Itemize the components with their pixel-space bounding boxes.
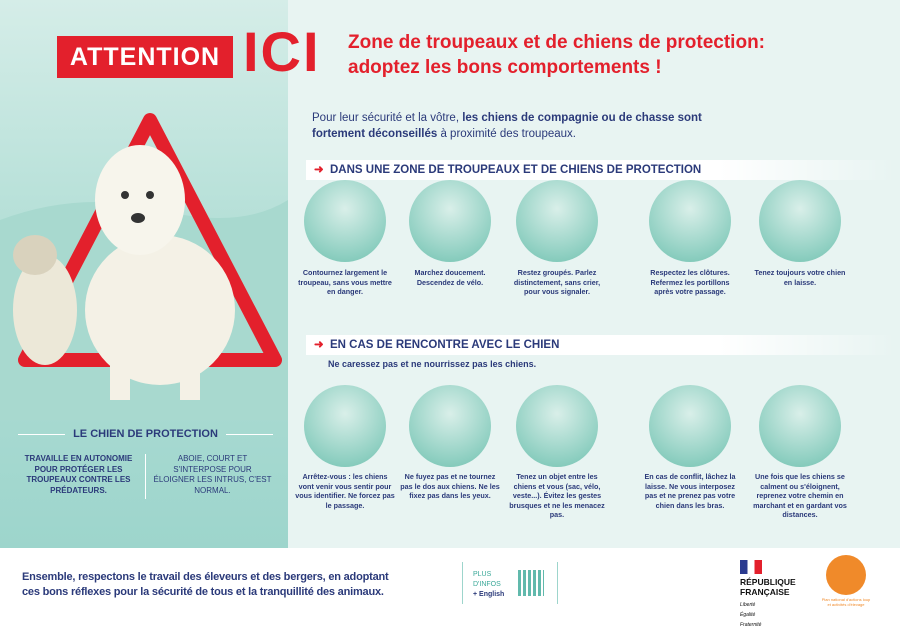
section2-illustration-3 (516, 385, 598, 467)
section2-heading: ➜ EN CAS DE RENCONTRE AVEC LE CHIEN (306, 335, 896, 355)
section1-caption: Restez groupés. Parlez distinctement, sa… (513, 268, 601, 296)
section1-caption: Tenez toujours votre chien en laisse. (754, 268, 846, 287)
intro-text: Pour leur sécurité et la vôtre, les chie… (312, 112, 702, 140)
attention-banner: ATTENTION (57, 36, 233, 78)
subtitle-line2: adoptez les bons comportements ! (348, 57, 662, 78)
section1-illustration-2 (409, 180, 491, 262)
arrow-icon: ➜ (314, 164, 324, 176)
section1-illustration-3 (516, 180, 598, 262)
section2-caption: Tenez un objet entre les chiens et vous … (509, 472, 605, 519)
section2-caption: Arrêtez-vous : les chiens vont venir vou… (295, 472, 395, 510)
section1-heading: ➜ DANS UNE ZONE DE TROUPEAUX ET DE CHIENS… (306, 160, 896, 180)
section2-caption: Une fois que les chiens se calment ou s'… (753, 472, 847, 519)
left-col1: TRAVAILLE EN AUTONOMIE POUR PROTÉGER LES… (24, 454, 133, 495)
section1-caption: Respectez les clôtures. Refermez les por… (650, 268, 730, 296)
guardian-dog-illustration (0, 113, 288, 420)
wolf-logo-icon (826, 555, 866, 595)
section1-caption: Contournez largement le troupeau, sans v… (298, 268, 392, 296)
pna-logo: Plan national d'actions loup et activité… (820, 555, 872, 607)
left-panel: LE CHIEN DE PROTECTION TRAVAILLE EN AUTO… (0, 0, 288, 548)
ici-heading: ICI (243, 20, 321, 83)
section1-caption: Marchez doucement. Descendez de vélo. (414, 268, 486, 287)
section2-illustration-1 (304, 385, 386, 467)
section2-caption: Ne fuyez pas et ne tournez pas le dos au… (400, 472, 500, 500)
left-title: LE CHIEN DE PROTECTION (73, 428, 218, 440)
section2-illustration-5 (759, 385, 841, 467)
section2-caption: En cas de conflit, lâchez la laisse. Ne … (644, 472, 736, 510)
left-col2: ABOIE, COURT ET S'INTERPOSE POUR ÉLOIGNE… (153, 454, 272, 495)
arrow-icon: ➜ (314, 339, 324, 351)
subtitle-line1: Zone de troupeaux et de chiens de protec… (348, 32, 765, 53)
section2-illustration-2 (409, 385, 491, 467)
flag-icon (740, 560, 762, 574)
section1-illustration-4 (649, 180, 731, 262)
section2-illustration-4 (649, 385, 731, 467)
footer-message: Ensemble, respectons le travail des élev… (22, 571, 389, 598)
section2-subtitle: Ne caressez pas et ne nourrissez pas les… (328, 359, 537, 369)
qr-code[interactable] (518, 570, 544, 596)
more-info: PLUS D'INFOS + English (462, 562, 558, 604)
section1-illustration-5 (759, 180, 841, 262)
section1-illustration-1 (304, 180, 386, 262)
republique-francaise-logo: RÉPUBLIQUE FRANÇAISE Liberté Égalité Frate… (740, 560, 796, 630)
subtitle: Zone de troupeaux et de chiens de protec… (348, 30, 898, 80)
